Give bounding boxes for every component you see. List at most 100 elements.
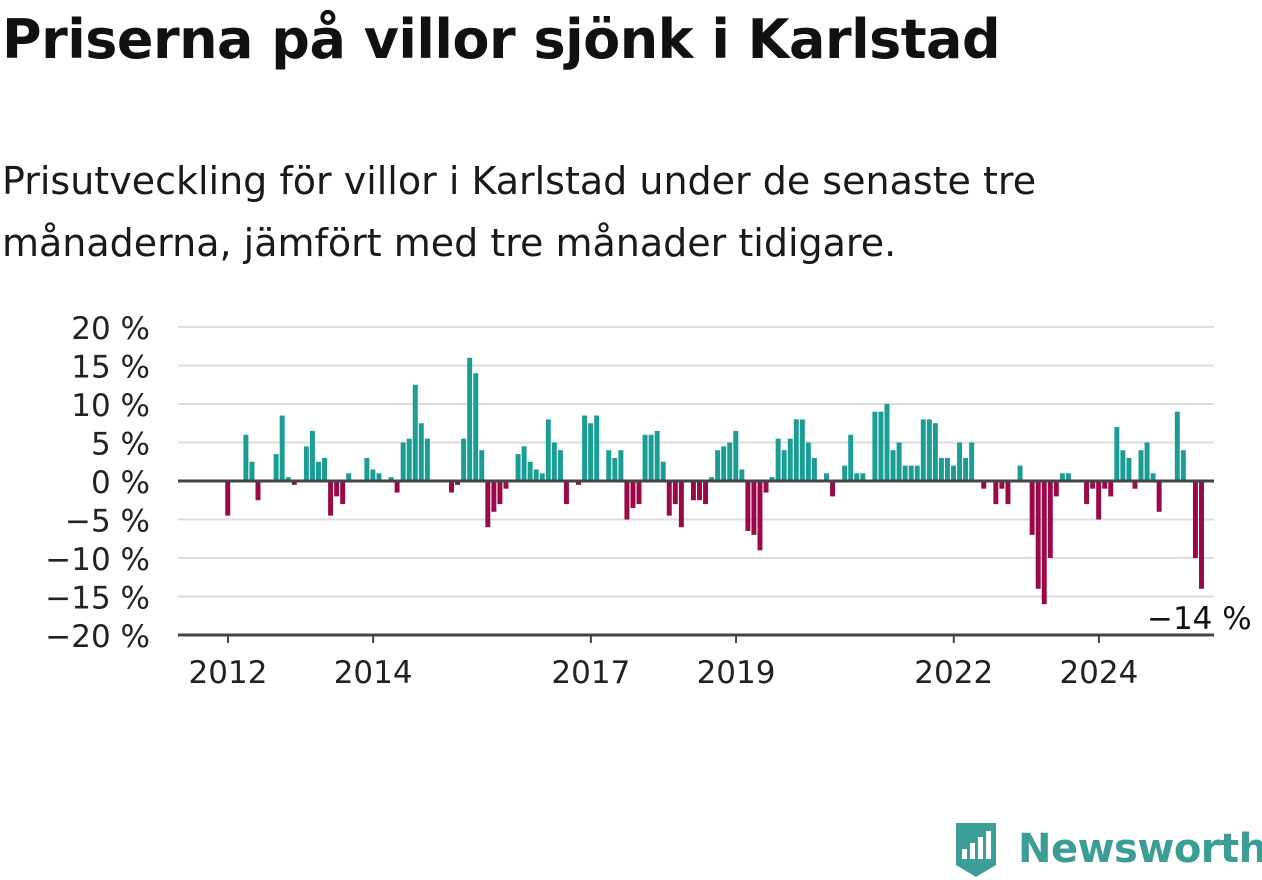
bar bbox=[563, 481, 569, 505]
bar bbox=[527, 461, 533, 481]
y-tick-label: 0 % bbox=[91, 465, 150, 501]
bar bbox=[775, 438, 781, 481]
bar bbox=[406, 438, 412, 481]
brand-logo: Newsworthy bbox=[952, 818, 1262, 880]
bar bbox=[824, 473, 829, 481]
bar bbox=[648, 434, 654, 481]
bar bbox=[424, 438, 430, 481]
bar-chart: 20 %15 %10 %5 %0 %−5 %−10 %−15 %−20 % 201… bbox=[45, 311, 1254, 691]
bar bbox=[908, 465, 914, 481]
bar bbox=[1114, 427, 1120, 481]
bar bbox=[1199, 481, 1204, 589]
bar bbox=[1180, 450, 1186, 481]
bar bbox=[364, 457, 370, 481]
bar bbox=[878, 411, 884, 481]
bar bbox=[926, 419, 932, 481]
bar bbox=[1017, 465, 1023, 481]
bar bbox=[932, 423, 938, 481]
bar bbox=[830, 481, 836, 497]
bar bbox=[842, 465, 848, 481]
bar bbox=[1041, 481, 1047, 605]
bar bbox=[545, 419, 551, 481]
x-tick-label: 2014 bbox=[334, 655, 413, 691]
bar bbox=[503, 481, 509, 489]
x-tick-label: 2024 bbox=[1059, 655, 1138, 691]
bar bbox=[400, 442, 406, 481]
bar bbox=[418, 423, 424, 481]
bar bbox=[914, 465, 920, 481]
bar bbox=[479, 450, 485, 481]
last-value-label: −14 % bbox=[1147, 601, 1252, 637]
bar bbox=[303, 446, 309, 481]
bar bbox=[1047, 481, 1053, 558]
bar bbox=[515, 454, 521, 481]
bar bbox=[594, 415, 600, 481]
bar bbox=[491, 481, 497, 512]
bar bbox=[521, 446, 527, 481]
bar bbox=[660, 461, 666, 481]
bar bbox=[285, 477, 291, 481]
bar bbox=[745, 481, 751, 532]
bar bbox=[473, 373, 479, 481]
bar bbox=[322, 457, 328, 481]
bar bbox=[612, 457, 618, 481]
bar bbox=[243, 434, 249, 481]
bar bbox=[606, 450, 612, 481]
bar bbox=[340, 481, 346, 505]
bar bbox=[1150, 473, 1156, 481]
bar bbox=[981, 481, 987, 489]
bar bbox=[461, 438, 467, 481]
bar bbox=[896, 442, 902, 481]
bar bbox=[709, 477, 715, 481]
bar bbox=[763, 481, 769, 493]
bar bbox=[1065, 473, 1071, 481]
bar bbox=[920, 419, 926, 481]
bar bbox=[1120, 450, 1126, 481]
bar bbox=[1035, 481, 1041, 589]
bar bbox=[848, 434, 854, 481]
y-tick-label: 10 % bbox=[71, 388, 150, 424]
bar bbox=[582, 415, 588, 481]
y-tick-label: 15 % bbox=[71, 350, 150, 386]
bar bbox=[346, 473, 352, 481]
bar bbox=[273, 454, 279, 481]
bar bbox=[969, 442, 975, 481]
bar bbox=[636, 481, 642, 505]
bar bbox=[497, 481, 503, 505]
bar bbox=[1138, 450, 1144, 481]
bar bbox=[727, 442, 733, 481]
bar bbox=[316, 461, 321, 481]
bar bbox=[412, 384, 418, 481]
bar bbox=[751, 481, 757, 535]
bar bbox=[588, 423, 594, 481]
bar bbox=[1144, 442, 1150, 481]
bar bbox=[951, 465, 956, 481]
bar bbox=[999, 481, 1005, 489]
bar bbox=[1132, 481, 1138, 489]
bar bbox=[449, 481, 455, 493]
chart-subtitle: Prisutveckling för villor i Karlstad und… bbox=[2, 159, 1037, 265]
bar bbox=[576, 481, 582, 485]
bar bbox=[394, 481, 400, 493]
y-tick-label: −5 % bbox=[65, 504, 150, 540]
bar bbox=[1084, 481, 1090, 505]
bar bbox=[799, 419, 805, 481]
bar bbox=[1090, 481, 1096, 489]
y-tick-label: −10 % bbox=[45, 542, 150, 578]
bar bbox=[557, 450, 563, 481]
chart-title: Priserna på villor sjönk i Karlstad bbox=[2, 8, 1001, 71]
bar bbox=[787, 438, 793, 481]
bar bbox=[944, 457, 950, 481]
bar bbox=[624, 481, 630, 520]
bar bbox=[255, 481, 261, 501]
bar bbox=[666, 481, 672, 516]
bar bbox=[334, 481, 340, 497]
bar bbox=[1005, 481, 1011, 505]
bar bbox=[757, 481, 763, 551]
bar bbox=[539, 473, 545, 481]
bar bbox=[733, 430, 739, 481]
bar bbox=[872, 411, 878, 481]
bar bbox=[884, 404, 890, 481]
bar bbox=[249, 461, 255, 481]
x-tick-label: 2022 bbox=[914, 655, 993, 691]
